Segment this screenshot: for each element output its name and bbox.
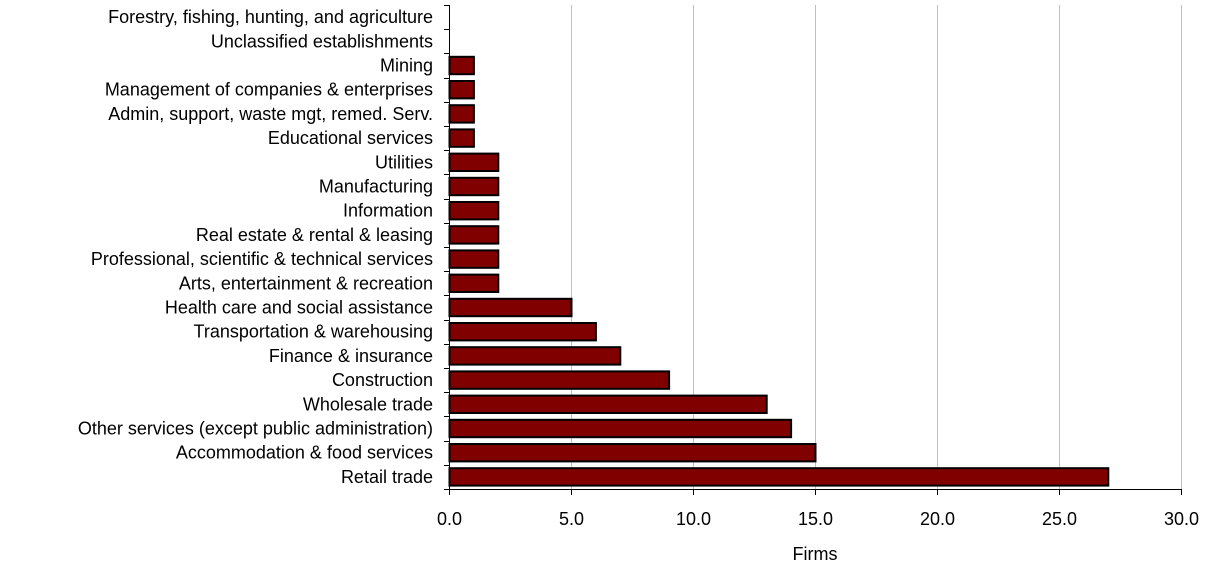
category-label: Accommodation & food services <box>176 443 433 463</box>
bar <box>448 128 475 148</box>
bar <box>448 104 475 124</box>
x-tick-label: 0.0 <box>437 509 462 529</box>
category-label: Manufacturing <box>319 177 433 197</box>
x-tick-label: 20.0 <box>920 509 955 529</box>
category-label: Wholesale trade <box>303 394 433 414</box>
category-labels: Forestry, fishing, hunting, and agricult… <box>78 7 433 487</box>
bars <box>448 55 1110 487</box>
category-label: Other services (except public administra… <box>78 419 433 439</box>
gridlines <box>571 5 1182 489</box>
bar <box>448 467 1110 487</box>
category-label: Retail trade <box>341 467 433 487</box>
x-tick-labels: 0.0 5.0 10.0 15.0 20.0 25.0 30.0 <box>437 509 1199 529</box>
x-tick-label: 30.0 <box>1164 509 1199 529</box>
bar <box>448 201 500 221</box>
category-label: Utilities <box>375 152 433 172</box>
category-label: Management of companies & enterprises <box>105 80 433 100</box>
category-label: Professional, scientific & technical ser… <box>91 249 433 269</box>
x-tick-label: 10.0 <box>676 509 711 529</box>
bar <box>448 418 793 439</box>
category-label: Unclassified establishments <box>211 31 433 51</box>
category-label: Admin, support, waste mgt, remed. Serv. <box>108 104 433 124</box>
bar <box>448 297 573 318</box>
category-label: Forestry, fishing, hunting, and agricult… <box>108 7 433 27</box>
bar <box>448 322 597 342</box>
category-label: Finance & insurance <box>269 346 433 366</box>
axes <box>444 5 1182 495</box>
bar <box>448 80 475 100</box>
x-tick-label: 15.0 <box>798 509 833 529</box>
bar <box>448 55 475 76</box>
category-label: Arts, entertainment & recreation <box>179 273 433 293</box>
category-label: Transportation & warehousing <box>194 322 433 342</box>
bar <box>448 394 768 415</box>
category-label: Health care and social assistance <box>165 298 433 318</box>
bar <box>448 249 500 269</box>
bar <box>448 443 817 463</box>
category-label: Mining <box>380 56 433 76</box>
bar <box>448 370 671 390</box>
bar <box>448 176 500 197</box>
category-label: Information <box>343 201 433 221</box>
bar <box>448 225 500 245</box>
bar <box>448 273 500 294</box>
x-tick-label: 25.0 <box>1042 509 1077 529</box>
category-label: Real estate & rental & leasing <box>196 225 433 245</box>
category-label: Educational services <box>268 128 433 148</box>
x-tick-label: 5.0 <box>559 509 584 529</box>
bar <box>448 346 622 366</box>
category-label: Construction <box>332 370 433 390</box>
x-axis-title: Firms <box>793 544 838 564</box>
bar <box>448 152 500 173</box>
